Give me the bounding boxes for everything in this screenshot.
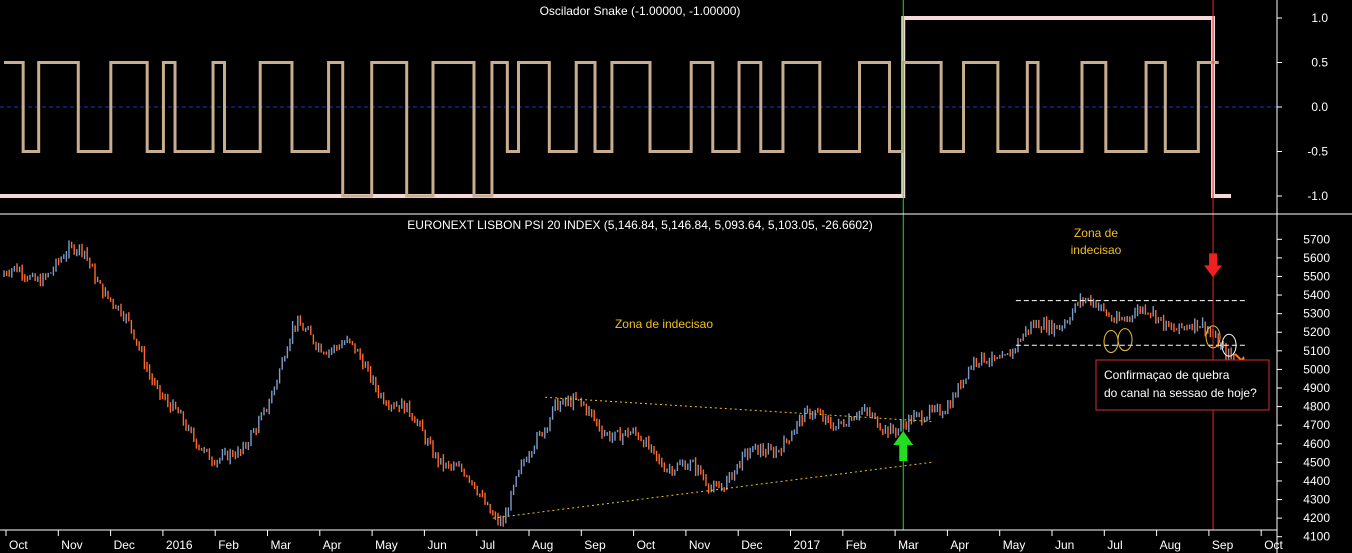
x-tick-label: Feb	[218, 538, 239, 552]
snake-y-tick-label: -0.5	[1307, 145, 1328, 159]
price-y-tick-label: 4300	[1303, 493, 1330, 507]
zone-label-right-1: Zona de	[1074, 226, 1118, 240]
x-tick-label: Dec	[741, 538, 762, 552]
snake-oscillator-series	[4, 61, 1219, 198]
price-y-tick-label: 4600	[1303, 437, 1330, 451]
snake-oscillator-panel	[0, 16, 1232, 198]
x-tick-label: Feb	[846, 538, 867, 552]
price-y-tick-label: 4800	[1303, 400, 1330, 414]
x-tick-label: Apr	[950, 538, 969, 552]
snake-y-tick-label: -1.0	[1307, 189, 1328, 203]
price-y-tick-label: 5500	[1303, 269, 1330, 283]
price-y-tick-label: 5100	[1303, 344, 1330, 358]
trendline-triangle-bottom	[492, 461, 932, 519]
x-tick-label: Aug	[1160, 538, 1181, 552]
psi20-chart-title: EURONEXT LISBON PSI 20 INDEX (5,146.84, …	[407, 218, 872, 232]
x-tick-label: Sep	[584, 538, 606, 552]
snake-signal-line	[0, 16, 1232, 198]
x-tick-label: Jul	[480, 538, 495, 552]
price-y-tick-label: 4200	[1303, 511, 1330, 525]
x-tick-label: Aug	[532, 538, 553, 552]
price-y-tick-label: 5700	[1303, 232, 1330, 246]
x-tick-label: Jul	[1107, 538, 1122, 552]
snake-y-tick-label: 0.5	[1311, 56, 1328, 70]
x-tick-label: Dec	[114, 538, 135, 552]
price-y-tick-label: 5000	[1303, 362, 1330, 376]
snake-y-tick-label: 1.0	[1311, 11, 1328, 25]
x-tick-label: Oct	[637, 538, 656, 552]
x-tick-label: Mar	[898, 538, 919, 552]
x-tick-label: May	[1003, 538, 1026, 552]
arrow-down-icon	[1204, 253, 1223, 278]
annotation-layer	[492, 0, 1246, 530]
note-line-2: do canal na sessao de hoje?	[1104, 386, 1257, 400]
x-tick-label: Jun	[1055, 538, 1074, 552]
highlight-ellipse	[1205, 325, 1221, 349]
zone-label-left: Zona de indecisao	[615, 317, 713, 331]
x-tick-label: Apr	[323, 538, 342, 552]
snake-y-tick-label: 0.0	[1311, 100, 1328, 114]
x-tick-label: Nov	[689, 538, 710, 552]
x-tick-label: Sep	[1212, 538, 1234, 552]
price-bars	[3, 240, 1235, 527]
price-y-tick-label: 4700	[1303, 418, 1330, 432]
price-y-tick-label: 5200	[1303, 325, 1330, 339]
snake-chart-title: Oscilador Snake (-1.00000, -1.00000)	[540, 4, 741, 18]
highlight-ellipse	[1103, 330, 1119, 354]
price-y-tick-label: 4900	[1303, 381, 1330, 395]
x-tick-label: Nov	[61, 538, 82, 552]
arrow-up-icon	[893, 431, 914, 462]
x-tick-label: Oct	[9, 538, 28, 552]
note-line-1: Confirmaçao de quebra	[1104, 368, 1230, 382]
price-y-tick-label: 5400	[1303, 288, 1330, 302]
x-tick-label: May	[375, 538, 398, 552]
price-y-tick-label: 4100	[1303, 530, 1330, 544]
x-tick-label: Oct	[1264, 538, 1283, 552]
highlight-ellipse	[1117, 328, 1133, 352]
x-tick-label: Mar	[271, 538, 292, 552]
note-box	[1095, 359, 1270, 411]
x-tick-label: 2016	[166, 538, 193, 552]
zone-label-right-2: indecisao	[1071, 243, 1122, 257]
x-tick-label: 2017	[794, 538, 821, 552]
price-y-tick-label: 5300	[1303, 307, 1330, 321]
price-y-tick-label: 5600	[1303, 251, 1330, 265]
highlight-ellipse	[1221, 333, 1237, 357]
price-y-tick-label: 4400	[1303, 474, 1330, 488]
price-y-tick-label: 4500	[1303, 455, 1330, 469]
x-tick-label: Jun	[427, 538, 446, 552]
trendline-triangle-top	[545, 396, 932, 422]
